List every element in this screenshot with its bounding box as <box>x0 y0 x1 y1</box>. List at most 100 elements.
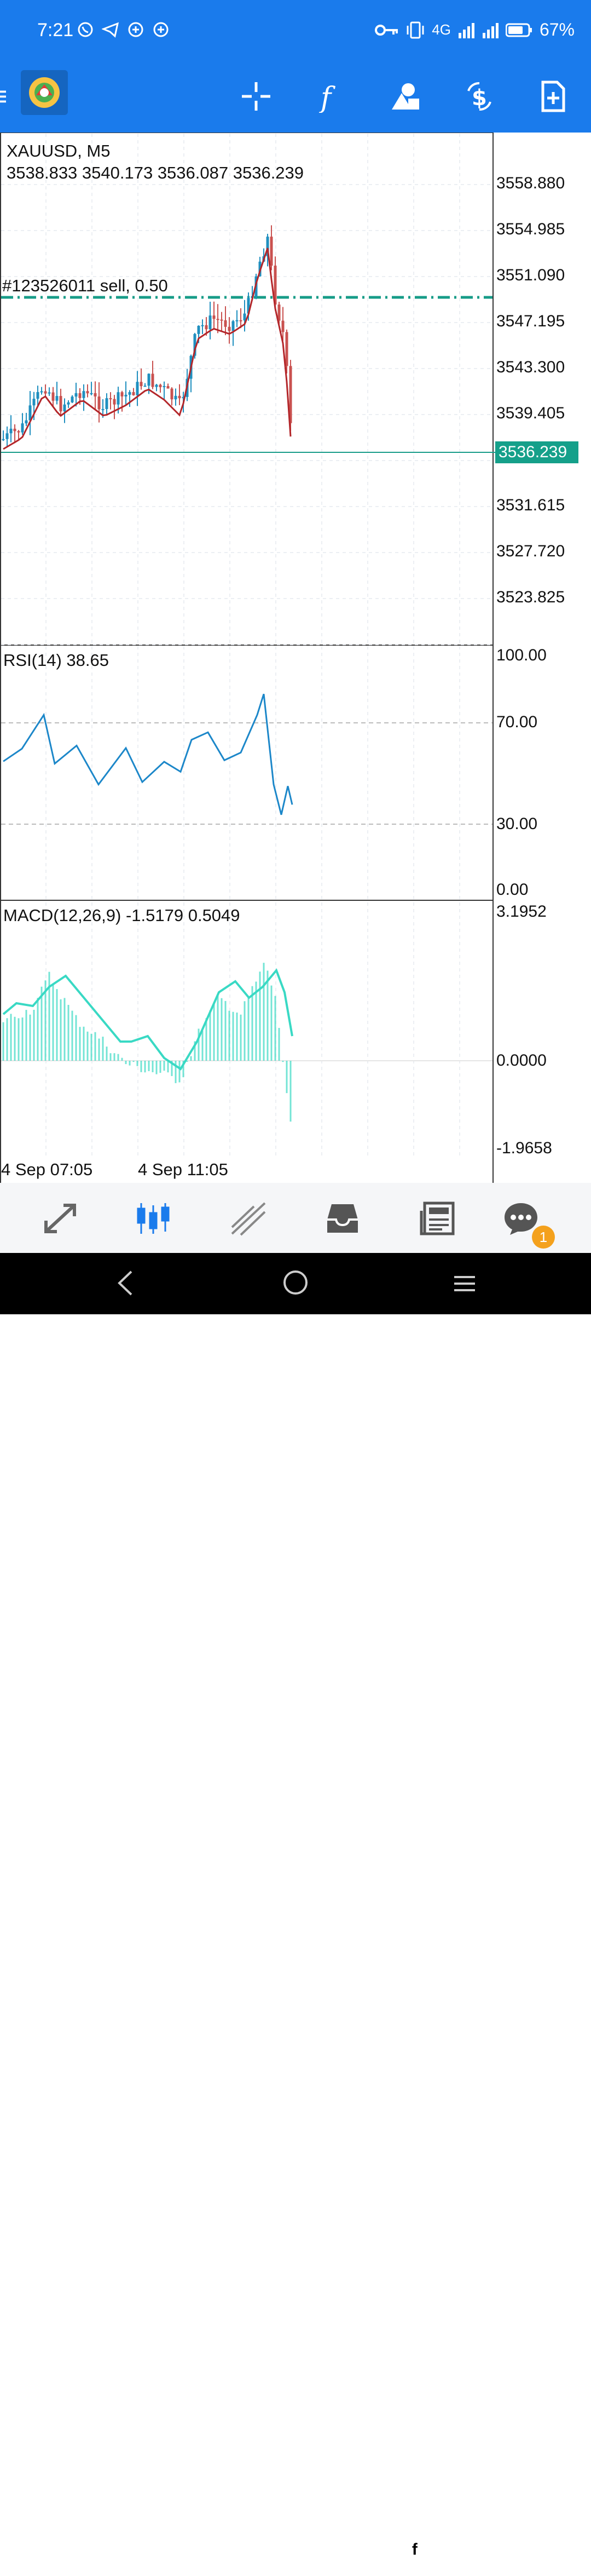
time-tick: 4 Sep 07:05 <box>1 1160 93 1179</box>
quotes-tab[interactable] <box>38 1199 82 1238</box>
candle-body <box>182 396 185 399</box>
candle-body <box>36 392 39 399</box>
candle-body <box>235 320 239 321</box>
candle-body <box>120 392 124 396</box>
facebook-icon: f <box>405 2540 425 2560</box>
status-right: 4G 67% <box>375 20 575 40</box>
notification-icons <box>77 21 170 38</box>
chart-area[interactable]: XAUUSD, M5 3538.833 3540.173 3536.087 35… <box>0 133 591 1183</box>
candle-body <box>193 334 196 356</box>
candle-body <box>289 366 292 423</box>
metatrader-logo[interactable] <box>21 70 68 115</box>
trade-tab[interactable] <box>227 1199 270 1238</box>
candle-body <box>117 392 120 405</box>
candle-body <box>124 394 128 396</box>
candle-body <box>178 395 181 399</box>
candle-body <box>166 386 170 389</box>
candle-body <box>274 266 277 305</box>
candle-body <box>71 396 74 403</box>
candle-body <box>159 384 162 388</box>
macd-tick: -1.9658 <box>496 1139 552 1157</box>
rsi-tick: 30.00 <box>496 815 538 833</box>
symbol-settings-button[interactable]: $ <box>457 74 501 118</box>
candle-body <box>21 423 24 433</box>
back-icon[interactable] <box>115 1269 137 1297</box>
candle-body <box>28 405 32 421</box>
whatsapp-icon <box>78 22 93 37</box>
news-icon <box>420 1201 455 1235</box>
rsi-tick: 0.00 <box>496 881 529 899</box>
chart-candles-icon <box>137 1203 170 1234</box>
rsi-pane-frame <box>0 645 494 901</box>
symbol-settings-icon: $ <box>467 82 491 111</box>
svg-text:f: f <box>318 82 335 113</box>
signal-icon <box>458 22 474 38</box>
candle-body <box>151 373 154 387</box>
home-icon[interactable] <box>281 1268 310 1297</box>
price-tick: 3543.300 <box>496 358 565 376</box>
price-tick: 3558.880 <box>496 174 565 192</box>
chat-notification-icon-2 <box>153 22 169 37</box>
current-price-tag: 3536.239 <box>495 441 578 463</box>
key-icon <box>375 24 398 36</box>
candle-body <box>67 402 70 405</box>
ohlc-values: 3538.833 3540.173 3536.087 3536.239 <box>7 163 304 182</box>
candle-body <box>17 431 20 433</box>
candle-body <box>55 396 59 401</box>
chart-canvas[interactable] <box>0 133 591 1183</box>
candle-body <box>74 393 78 397</box>
order-line-label[interactable]: #123526011 sell, 0.50 <box>2 276 168 295</box>
candle-body <box>2 439 5 440</box>
candle-body <box>97 396 101 410</box>
history-tab[interactable] <box>321 1199 364 1238</box>
objects-button[interactable] <box>383 74 427 118</box>
metatrader-logo-icon <box>29 77 60 108</box>
vibrate-icon <box>407 21 424 38</box>
candle-body <box>90 393 93 394</box>
new-order-button[interactable] <box>531 74 575 118</box>
candle-body <box>13 428 16 432</box>
candle-body <box>228 326 231 331</box>
candle-body <box>59 396 62 412</box>
candle-body <box>86 391 89 394</box>
macd-tick: 3.1952 <box>496 902 547 921</box>
price-tick: 3539.405 <box>496 404 565 422</box>
battery-percent: 67% <box>539 20 575 39</box>
macd-pane-frame <box>0 900 494 1183</box>
candle-body <box>155 384 158 387</box>
indicators-button[interactable]: f <box>308 74 351 118</box>
moving-average-line <box>3 248 292 450</box>
rsi-tick: 100.00 <box>496 646 547 664</box>
news-tab[interactable] <box>416 1199 460 1238</box>
candle-body <box>243 313 246 321</box>
candle-body <box>216 319 219 320</box>
candle-body <box>113 399 116 405</box>
candle-body <box>136 382 139 395</box>
chart-tab[interactable] <box>131 1199 175 1238</box>
candle-body <box>270 237 273 266</box>
chat-notification-icon <box>128 22 143 37</box>
menu-button[interactable] <box>0 74 16 118</box>
messages-badge: 1 <box>532 1226 555 1249</box>
symbol-label: XAUUSD, M5 <box>7 141 111 160</box>
new-order-icon <box>541 81 565 112</box>
candle-body <box>51 392 55 401</box>
rsi-tick: 70.00 <box>496 713 538 731</box>
candle-body <box>25 420 28 424</box>
candle-body <box>48 392 51 394</box>
crosshair-button[interactable] <box>234 74 278 118</box>
objects-icon <box>392 83 419 110</box>
recents-icon[interactable] <box>452 1273 477 1295</box>
messages-tab[interactable] <box>499 1199 543 1238</box>
bottom-nav: 1 <box>0 1183 591 1253</box>
candle-body <box>147 373 150 386</box>
candle-body <box>239 320 242 321</box>
candle-body <box>128 392 131 395</box>
indicators-icon: f <box>318 82 335 113</box>
price-tick: 3554.985 <box>496 220 565 238</box>
candle-body <box>9 428 13 434</box>
network-type: 4G <box>432 21 451 38</box>
candle-body <box>220 319 223 321</box>
quotes-icon <box>44 1204 76 1233</box>
candle-body <box>44 391 47 394</box>
